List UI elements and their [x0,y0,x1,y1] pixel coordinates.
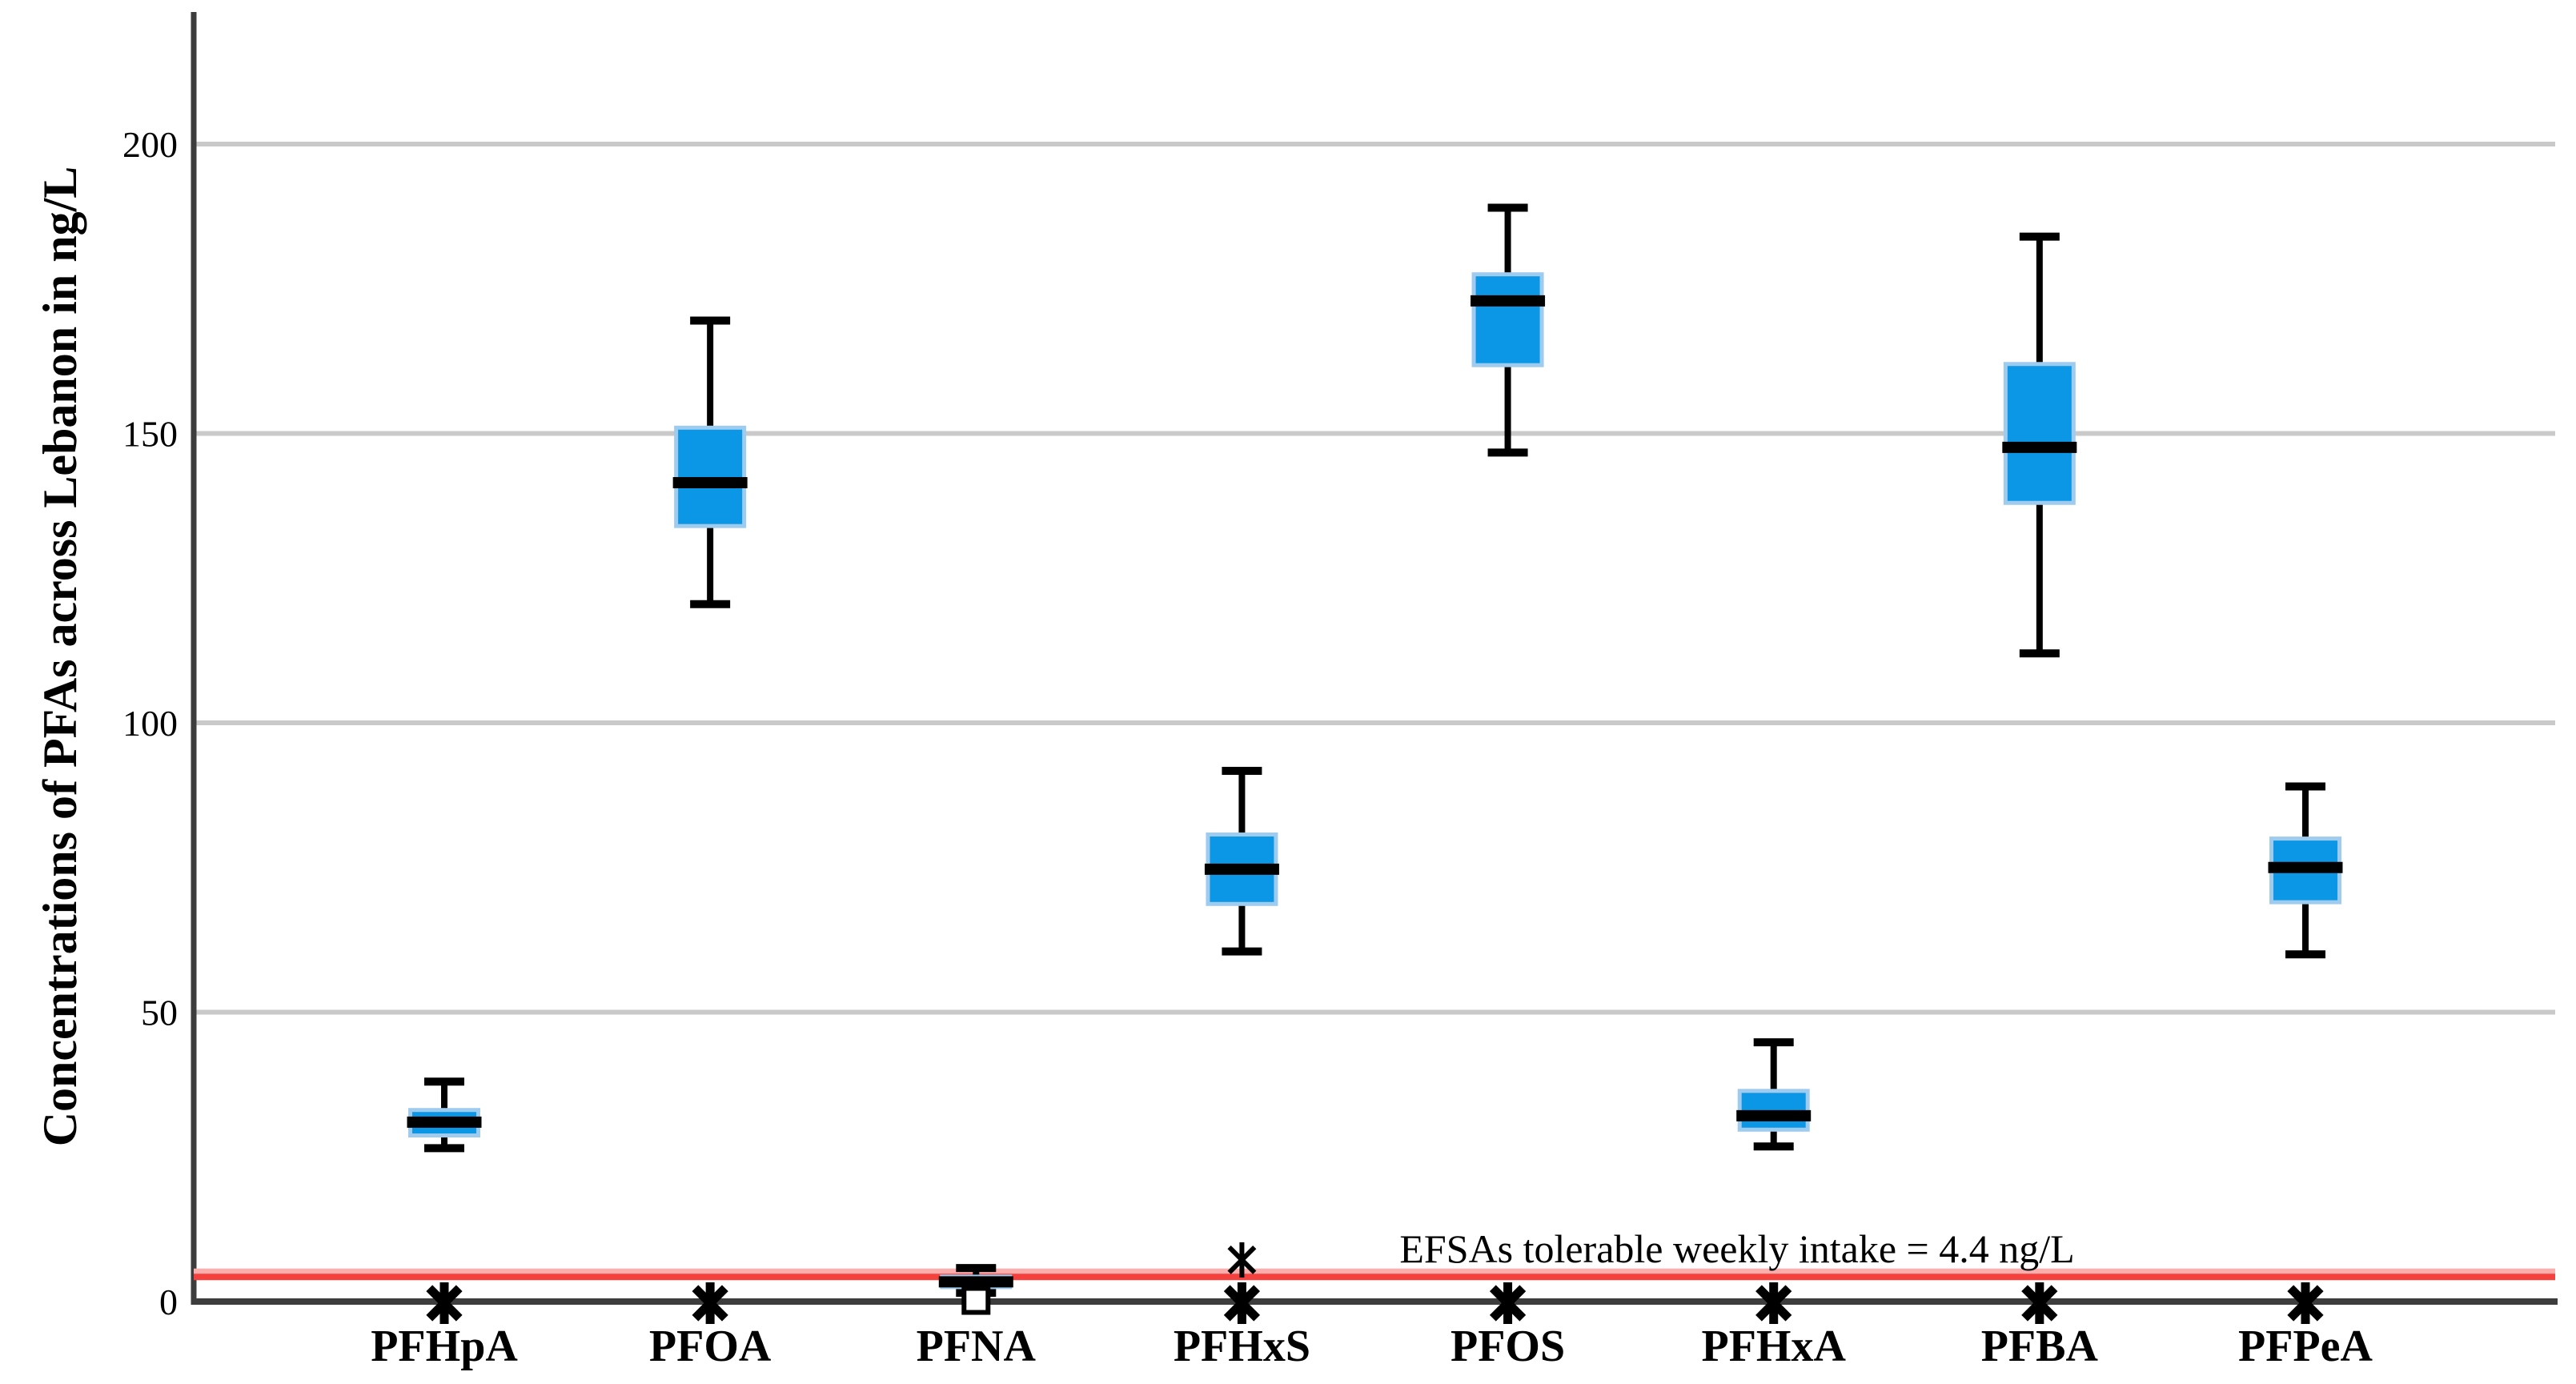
category-label-PFNA: PFNA [917,1322,1037,1371]
extreme-marker-PFOA [692,1282,728,1324]
y-tick-label-150: 150 [122,414,178,455]
box-PFOA [674,425,747,528]
asterisk-arm [2021,1285,2058,1322]
asterisk-arm [1489,1285,1527,1322]
category-label-PFHxS: PFHxS [1174,1322,1310,1371]
extreme-marker-PFPeA [2287,1282,2324,1324]
box-PFOS [1471,272,1544,367]
extreme-marker-PFBA [2021,1282,2058,1324]
y-tick-label-200: 200 [122,124,178,165]
asterisk-arm [1223,1285,1261,1322]
outlier-marker-PFNA [961,1286,991,1315]
category-label-PFOS: PFOS [1451,1322,1565,1371]
category-label-PFBA: PFBA [1981,1322,2099,1371]
category-label-PFOA: PFOA [649,1322,772,1371]
extreme-marker-PFOS [1489,1282,1527,1324]
y-tick-label-0: 0 [159,1282,178,1322]
asterisk-arm [692,1285,728,1322]
category-label-PFHpA: PFHpA [371,1322,518,1371]
extreme-marker-PFHxA [1755,1282,1792,1324]
y-axis-title: Concentrations of PFAs across Lebanon in… [34,166,86,1147]
y-tick-label-50: 50 [141,993,178,1033]
category-label-PFPeA: PFPeA [2238,1322,2373,1371]
asterisk-arm [2287,1285,2324,1322]
asterisk-arm [1227,1245,1257,1274]
extreme-marker-PFHxS [1223,1282,1261,1324]
reference-line-label: EFSAs tolerable weekly intake = 4.4 ng/L [1399,1226,2074,1271]
asterisk-arm [1755,1285,1792,1322]
extreme-marker-PFHxS-7.2 [1227,1242,1257,1278]
extreme-marker-PFHpA [426,1282,463,1324]
y-tick-label-100: 100 [122,703,178,744]
category-label-PFHxA: PFHxA [1701,1322,1846,1371]
asterisk-arm [426,1285,463,1322]
box-PFBA [2003,362,2076,505]
